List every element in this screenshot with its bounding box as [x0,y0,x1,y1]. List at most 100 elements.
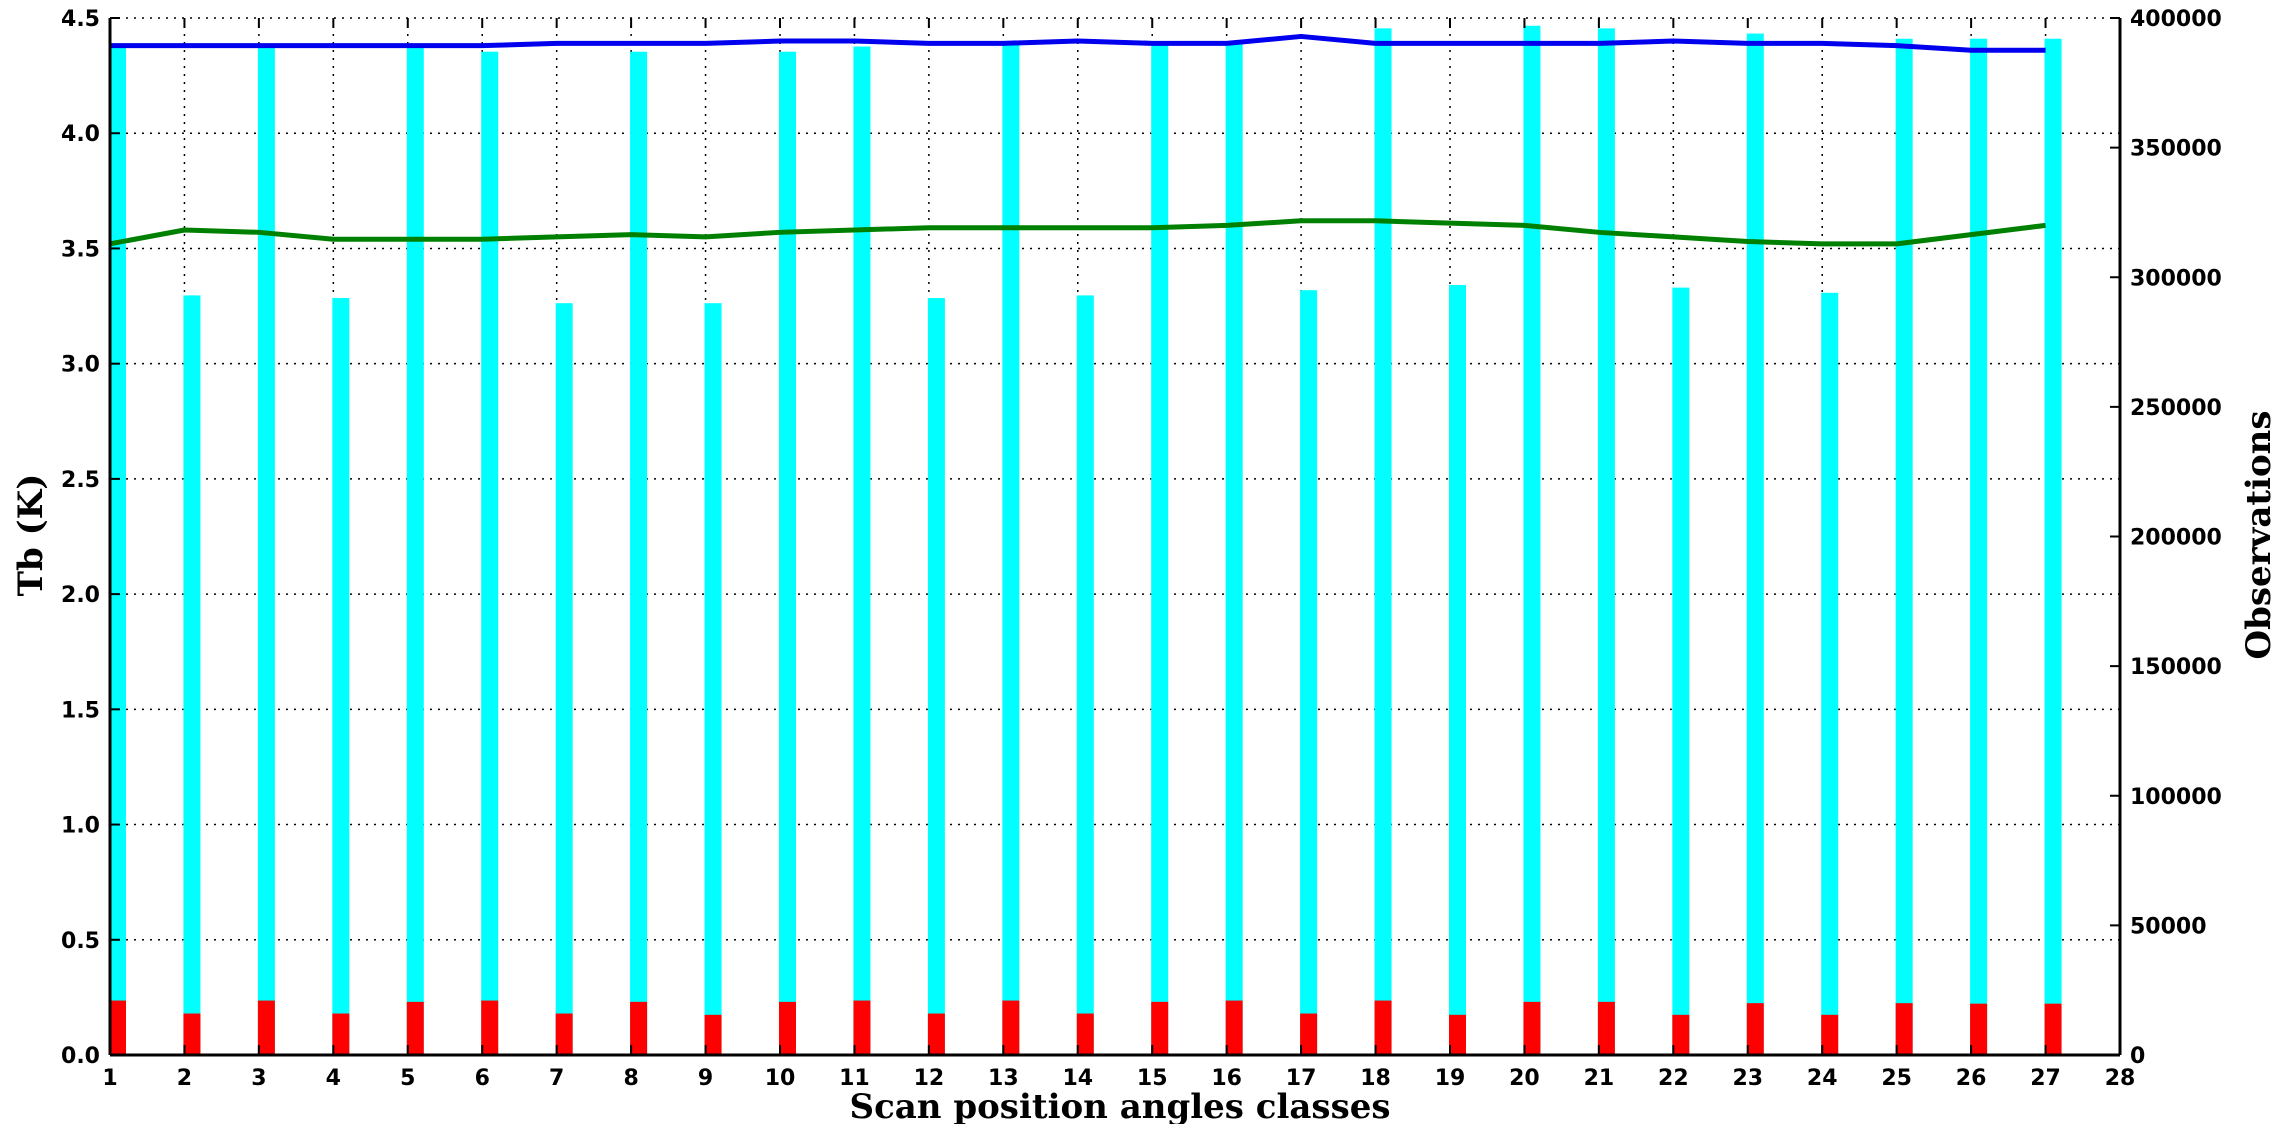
bar-cyan [1523,25,1541,1056]
x-tick-label: 4 [326,1066,341,1091]
bar-cyan [1449,285,1466,1056]
bar-red [1151,1001,1169,1055]
bar-red [704,1014,722,1055]
bar-red [1821,1014,1839,1055]
left-y-tick-label: 2.0 [61,583,100,608]
x-tick-label: 17 [1286,1066,1317,1091]
bar-red [109,1000,126,1055]
x-tick-label: 2 [177,1066,192,1091]
bar-red [406,1001,424,1055]
bar-cyan [332,297,350,1055]
x-tick-label: 20 [1509,1066,1540,1091]
bar-cyan [1225,43,1243,1056]
left-y-tick-label: 4.5 [61,7,100,32]
x-tick-label: 8 [623,1066,638,1091]
bar-cyan [1821,292,1839,1055]
x-tick-label: 21 [1584,1066,1615,1091]
bar-red [481,1000,499,1055]
bar-cyan [1151,43,1169,1056]
left-y-tick-label: 3.0 [61,353,100,378]
bar-cyan [183,295,201,1056]
bar-cyan [481,51,499,1055]
x-tick-label: 28 [2105,1066,2136,1091]
bar-cyan [1895,38,1913,1056]
bar-cyan [257,43,275,1056]
lines-layer [109,33,2046,247]
bar-red [1597,1001,1615,1055]
x-tick-label: 1 [102,1066,117,1091]
x-tick-label: 26 [1956,1066,1987,1091]
bar-cyan [927,297,945,1055]
series-line-blue [110,33,2046,53]
right-y-tick-label: 350000 [2130,137,2222,162]
right-y-tick-label: 100000 [2130,785,2222,810]
right-y-tick-label: 50000 [2130,914,2207,939]
x-tick-label: 25 [1881,1066,1912,1091]
x-tick-label: 23 [1732,1066,1763,1091]
bars-layer [109,25,2062,1056]
series-line-green [109,218,2046,247]
bar-red [257,1000,275,1055]
bar-red [1449,1014,1466,1055]
bar-cyan [555,303,573,1055]
bar-red [853,1000,871,1055]
x-tick-label: 12 [914,1066,945,1091]
bar-cyan [779,51,796,1055]
bar-cyan [109,43,126,1056]
bar-cyan [853,46,871,1055]
right-y-tick-label: 0 [2130,1044,2145,1069]
right-y-tick-label: 300000 [2130,266,2222,291]
bar-cyan [1672,287,1690,1055]
bar-cyan [1970,38,1988,1056]
bar-cyan [1746,33,1764,1056]
x-tick-label: 15 [1137,1066,1168,1091]
bar-cyan [1597,28,1615,1056]
bar-red [1076,1013,1094,1055]
left-y-tick-label: 2.5 [61,468,100,493]
bar-red [1970,1003,1988,1055]
x-tick-label: 11 [839,1066,870,1091]
bar-red [927,1013,945,1055]
bar-red [779,1001,796,1055]
bar-red [1225,1000,1243,1055]
x-tick-label: 14 [1062,1066,1093,1091]
bar-red [1523,1001,1541,1055]
right-y-tick-label: 200000 [2130,526,2222,551]
bar-red [2044,1003,2062,1055]
left-y-tick-label: 4.0 [61,122,100,147]
x-tick-label: 24 [1807,1066,1838,1091]
bar-red [1746,1003,1764,1055]
bar-red [1895,1003,1913,1055]
left-y-tick-label: 1.5 [61,698,100,723]
x-tick-label: 13 [988,1066,1019,1091]
x-tick-label: 10 [765,1066,796,1091]
bar-red [183,1013,201,1055]
left-y-tick-label: 0.0 [61,1044,100,1069]
right-y-tick-label: 250000 [2130,396,2222,421]
x-axis-title: Scan position angles classes [850,1087,1391,1124]
bar-cyan [406,43,424,1056]
right-y-axis-title: Observations [2239,410,2279,659]
bar-cyan [1002,43,1020,1056]
x-tick-label: 5 [400,1066,415,1091]
right-y-tick-label: 150000 [2130,655,2222,680]
bar-red [1672,1014,1690,1055]
x-tick-label: 22 [1658,1066,1689,1091]
bar-red [1002,1000,1020,1055]
left-y-tick-label: 0.5 [61,929,100,954]
bar-red [1374,1000,1392,1055]
left-y-axis-title: Tb (K) [11,474,51,597]
x-tick-label: 9 [698,1066,713,1091]
x-tick-label: 19 [1435,1066,1466,1091]
bar-cyan [1076,295,1094,1056]
bar-cyan [2044,38,2062,1056]
bar-red [630,1001,648,1055]
x-tick-label: 16 [1211,1066,1242,1091]
x-tick-label: 3 [251,1066,266,1091]
bar-cyan [1300,290,1318,1055]
bar-cyan [704,303,722,1055]
bar-cyan [1374,28,1392,1056]
right-y-tick-label: 400000 [2130,7,2222,32]
